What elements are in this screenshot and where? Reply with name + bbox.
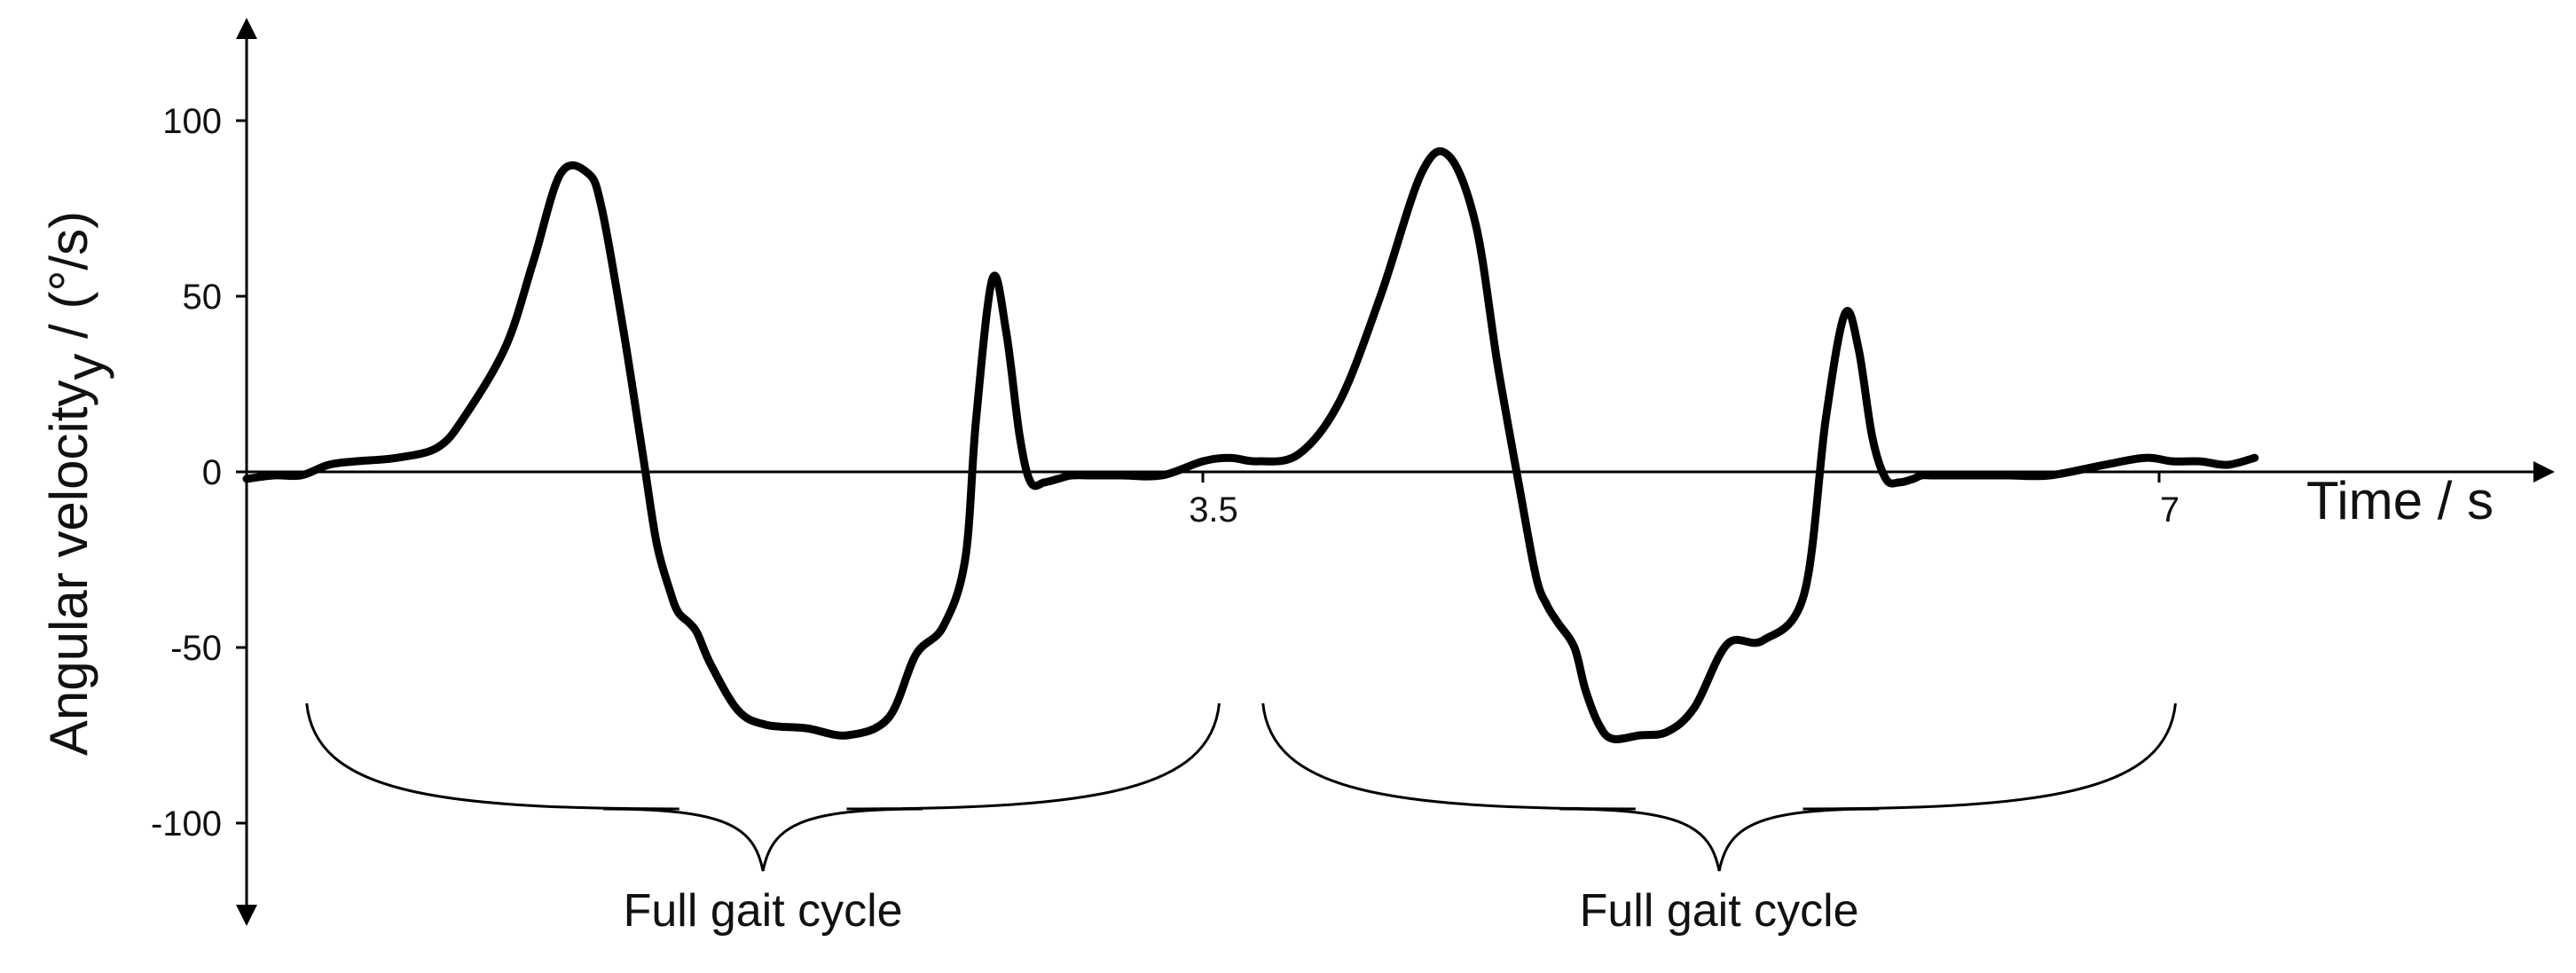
gait-cycle-brace xyxy=(305,702,1221,872)
y-tick-label: 100 xyxy=(162,102,222,141)
gait-cycle-brace xyxy=(1261,702,2177,872)
y-tick-label: 0 xyxy=(202,453,222,492)
gait-cycle-label: Full gait cycle xyxy=(1580,885,1859,937)
x-tick-label: 7 xyxy=(2160,490,2179,530)
x-tick-label: 3.5 xyxy=(1189,490,1238,530)
axes xyxy=(236,17,2555,926)
y-axis-ticks: 100 50 0 -50 -100 xyxy=(151,102,247,844)
angular-velocity-line xyxy=(242,147,2259,743)
y-tick-label: 50 xyxy=(183,278,223,317)
y-tick-label: -100 xyxy=(151,804,222,844)
series-layer xyxy=(242,147,2259,743)
x-axis-label: Time / s xyxy=(2306,471,2494,530)
y-axis-label-unit: / (°/s) xyxy=(39,211,98,354)
y-tick-label: -50 xyxy=(170,629,222,668)
gait-cycle-label: Full gait cycle xyxy=(624,885,903,937)
y-axis-label-subscript: y xyxy=(55,354,114,381)
x-axis-ticks: 3.5 7 xyxy=(1189,472,2179,530)
gait-cycle-annotations: Full gait cycle Full gait cycle xyxy=(305,702,2177,937)
y-axis-label: Angular velocityy / (°/s) xyxy=(39,211,114,756)
y-axis-label-main: Angular velocity xyxy=(39,381,98,757)
